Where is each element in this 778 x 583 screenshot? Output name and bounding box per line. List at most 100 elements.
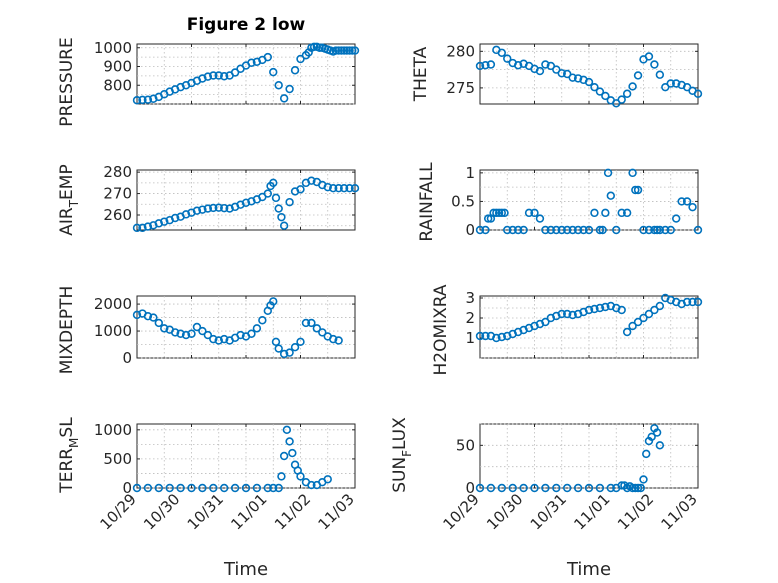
point-sun_flux [642,449,651,459]
point-h2omixra [481,331,490,341]
point-terr_msl [296,472,305,481]
xlabel-left: Time [223,559,268,580]
point-sun_flux [595,483,605,493]
point-mixdepth [170,328,180,337]
point-rainfall [595,225,605,235]
point-h2omixra [497,332,506,342]
point-rainfall [503,225,512,235]
point-rainfall [601,208,610,218]
point-rainfall [513,225,523,235]
point-pressure [309,42,319,52]
ytick-label-terr_msl: 500 [103,450,132,468]
point-mixdepth [296,337,305,347]
point-pressure [342,46,352,55]
point-pressure [247,58,256,67]
point-h2omixra [568,310,577,320]
point-pressure [345,46,354,55]
xtick-label-sun_flux: 11/03 [658,490,701,533]
point-air_temp [170,213,180,223]
point-theta [693,89,703,98]
point-mixdepth [285,348,294,357]
point-h2omixra [622,327,632,337]
point-rainfall [677,197,686,206]
point-h2omixra [562,309,572,319]
point-pressure [334,46,343,55]
point-air_temp [285,197,294,207]
point-sun_flux [562,483,572,493]
point-rainfall [573,225,583,235]
ylabel-sun-sub: F [400,450,414,457]
panel-terr_msl: 0 500 1000 10/29 10/30 10/31 11/01 11/02 11/03 [94,421,358,534]
point-h2omixra [601,302,610,312]
ylabel-sun-rest: LUX [390,417,410,450]
point-air_temp [132,223,142,233]
point-mixdepth [329,334,338,344]
point-pressure [132,96,142,105]
point-rainfall [562,225,572,235]
point-h2omixra [639,313,648,323]
point-h2omixra [650,305,659,315]
ylabel-air-main: AIR [57,207,77,236]
point-rainfall [671,214,681,223]
point-rainfall [475,225,485,235]
point-theta [557,69,566,78]
point-mixdepth [214,336,223,345]
point-air_temp [263,189,272,198]
point-theta [622,89,632,98]
point-h2omixra [617,305,626,315]
point-air_temp [334,184,343,193]
ytick-label-sun_flux: 50 [456,436,475,454]
point-theta [573,74,583,83]
point-theta [481,61,490,70]
point-rainfall [530,208,539,218]
axes-theta [479,43,699,105]
ylabel-mixdepth: MIXDEPTH [57,286,77,375]
point-theta [475,61,485,71]
point-rainfall [628,168,637,178]
xtick-label-terr_msl: 11/01 [227,490,270,533]
point-mixdepth [334,336,343,345]
point-mixdepth [247,329,256,338]
point-terr_msl [263,483,272,493]
point-air_temp [271,193,281,203]
point-pressure [269,67,278,77]
point-pressure [339,46,349,55]
point-rainfall [682,197,692,206]
point-terr_msl [269,483,278,493]
ytick-label-pressure: 800 [103,76,132,94]
point-air_temp [345,184,354,193]
point-sun_flux [628,483,637,493]
point-mixdepth [149,313,158,322]
point-sun_flux [530,483,539,493]
point-terr_msl [165,483,174,493]
ytick-label-pressure: 900 [103,58,132,76]
point-air_temp [323,182,332,192]
point-rainfall [500,208,509,218]
point-h2omixra [693,297,703,307]
ytick-label-air_temp: 260 [103,206,132,224]
xlabel-right: Time [566,559,611,580]
ylabel-pressure: PRESSURE [57,37,77,126]
point-pressure [337,46,346,55]
point-mixdepth [203,330,213,340]
point-mixdepth [271,337,281,347]
point-pressure [143,95,153,104]
ytick-label-rainfall: 1 [465,164,475,182]
point-mixdepth [209,334,218,344]
point-rainfall [617,208,626,218]
point-theta [633,71,643,80]
point-rainfall [644,225,654,235]
point-air_temp [143,222,153,231]
point-air_temp [339,184,349,193]
point-mixdepth [220,334,229,344]
point-sun_flux [541,483,550,493]
point-pressure [290,66,300,75]
point-mixdepth [198,326,207,336]
ylabel-terr-msl: TERRMSL [57,417,81,494]
point-air_temp [277,212,286,222]
point-h2omixra [644,309,654,319]
point-terr_msl [220,483,229,493]
point-terr_msl [143,483,153,493]
point-h2omixra [557,309,566,319]
point-air_temp [241,198,251,207]
